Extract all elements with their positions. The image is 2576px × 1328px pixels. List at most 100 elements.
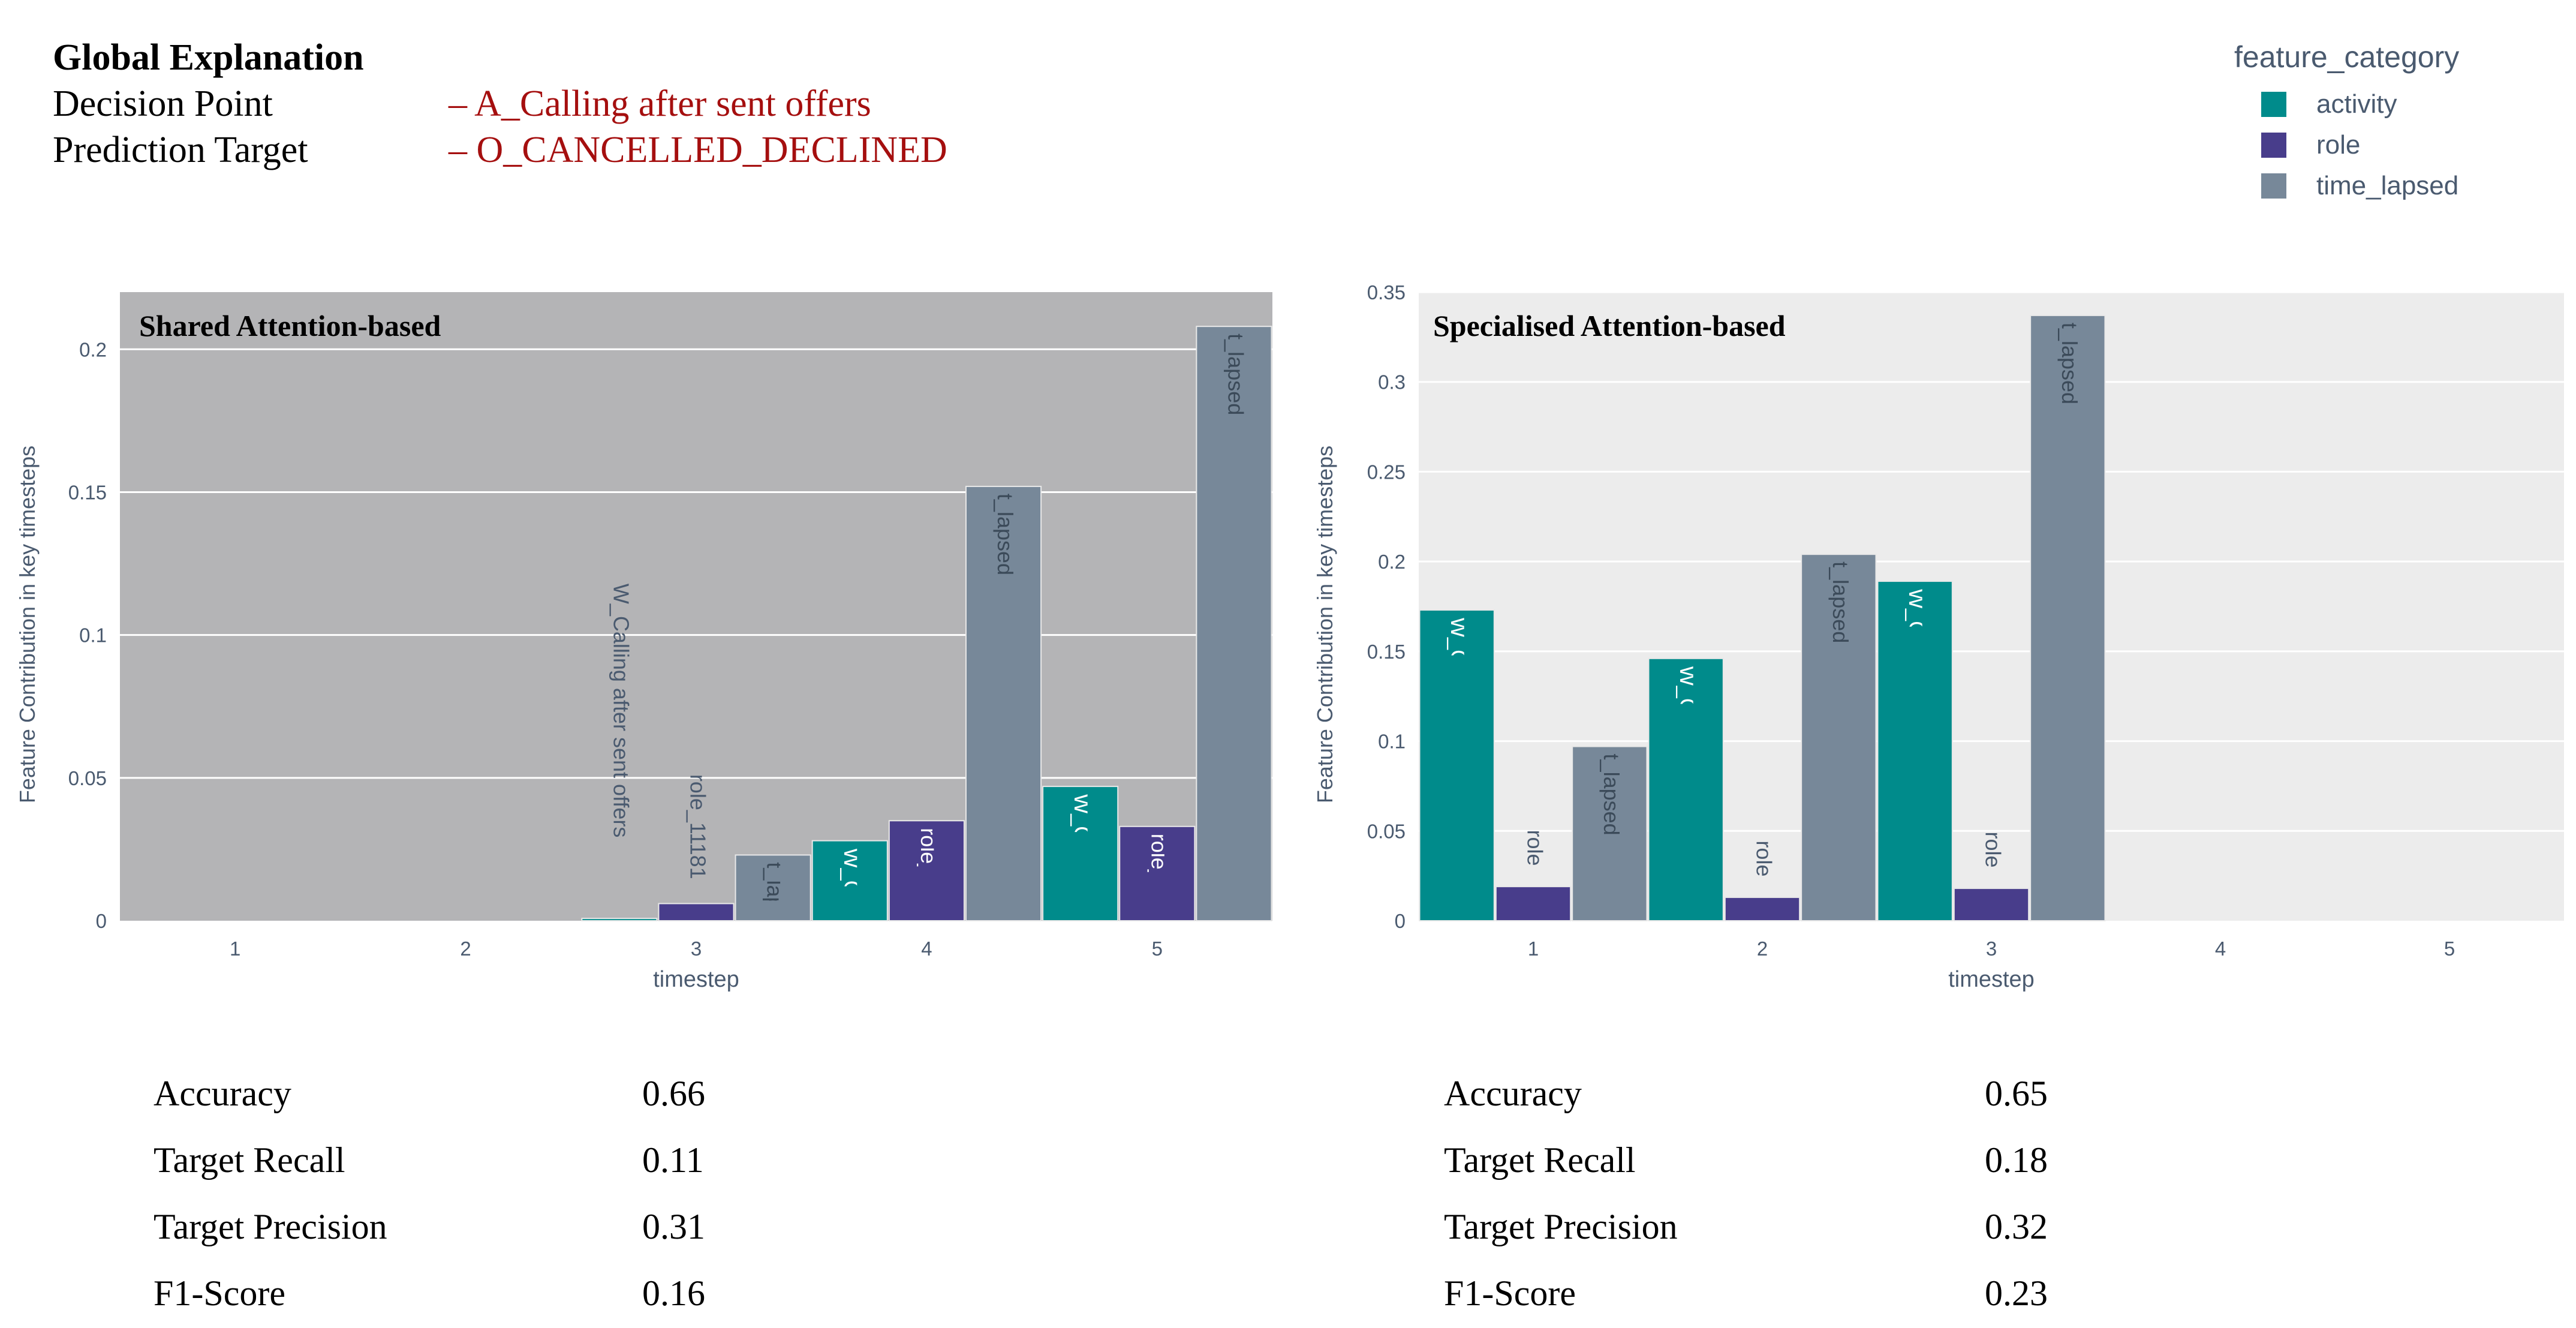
specialised-bar-role [1724, 897, 1801, 922]
legend-swatch-time-lapsed [2261, 173, 2286, 199]
metric-value: 0.16 [642, 1273, 705, 1313]
metric-label: Target Precision [1444, 1207, 1678, 1246]
decision-point-row: Decision Point – A_Calling after sent off… [53, 81, 947, 127]
shared-chart-title: Shared Attention-based [139, 309, 441, 342]
specialised-ytick-label: 0.2 [1378, 551, 1406, 573]
specialised-bar-label-activity: W_Calling after sent offers [1904, 588, 1929, 843]
shared-xtick-label: 1 [230, 938, 240, 960]
legend-item-activity[interactable]: activity [2261, 84, 2459, 125]
metric-value: 0.66 [642, 1074, 705, 1113]
legend-label-activity: activity [2316, 89, 2397, 119]
specialised-yaxis-title: Feature Contribution in key timesteps [1313, 446, 1337, 803]
metric-value: 0.65 [1985, 1074, 2048, 1113]
shared-bar-label-role: role_11181 [916, 828, 941, 933]
legend-swatch-role [2261, 133, 2286, 158]
shared-bar-activity [1042, 786, 1119, 922]
shared-yaxis-title: Feature Contribution in key timesteps [15, 446, 40, 803]
explanation-header: Global Explanation Decision Point – A_Cal… [53, 35, 947, 173]
metrics-specialised: Accuracy 0.65 Target Recall 0.18 Target Pr… [1444, 1060, 2048, 1327]
shared-bar-label-role: role_00000 [1146, 834, 1171, 942]
specialised-bar-label-time-lapsed: t_lapsed [1828, 561, 1853, 643]
shared-xaxis-title: timestep [653, 967, 739, 992]
specialised-bar-label-activity: W_Calling after sent offers [1675, 666, 1700, 920]
legend-item-role[interactable]: role [2261, 125, 2459, 166]
metric-value: 0.18 [1985, 1140, 2048, 1180]
shared-ytick-label: 0 [96, 910, 107, 932]
specialised-bar-label-activity: W_Calling after sent offers [1446, 617, 1471, 872]
legend-label-role: role [2316, 130, 2361, 160]
shared-ytick-label: 0.05 [68, 767, 107, 789]
specialised-bar-label-role: role [1522, 830, 1547, 866]
legend-label-time-lapsed: time_lapsed [2316, 171, 2459, 200]
metric-label: Accuracy [1444, 1074, 1582, 1113]
legend-swatch-activity [2261, 92, 2286, 117]
specialised-ytick-label: 0.15 [1367, 641, 1406, 663]
specialised-xtick-label: 4 [2215, 938, 2226, 960]
decision-point-value: – A_Calling after sent offers [449, 83, 871, 124]
metric-value: 0.31 [642, 1207, 705, 1246]
metric-row-accuracy: Accuracy 0.66 [154, 1060, 705, 1127]
specialised-bar-label-role: role [1981, 831, 2005, 867]
specialised-xtick-label: 2 [1757, 938, 1768, 960]
shared-bar-role [1119, 825, 1196, 922]
metric-label: F1-Score [1444, 1273, 1576, 1313]
metric-row-f1: F1-Score 0.16 [154, 1260, 705, 1327]
shared-xtick-label: 4 [921, 938, 932, 960]
shared-xtick-label: 5 [1152, 938, 1163, 960]
specialised-bar-time-lapsed [2030, 314, 2106, 921]
shared-bar-label-activity: W_Calling after sent offers [839, 848, 864, 1020]
prediction-target-value: – O_CANCELLED_DECLINED [449, 130, 947, 170]
specialised-bar-time-lapsed [1801, 554, 1877, 921]
shared-bar-label-role: role_11181 [685, 774, 710, 879]
specialised-bar-activity [1648, 657, 1724, 921]
shared-bar-label-time-lapsed: t_lapsed [1223, 333, 1248, 415]
specialised-bar-activity [1419, 609, 1495, 921]
specialised-xtick-label: 3 [1986, 938, 1997, 960]
legend-title: feature_category [2234, 40, 2460, 74]
legend-item-time-lapsed[interactable]: time_lapsed [2261, 166, 2459, 206]
shared-ytick-label: 0.1 [79, 624, 107, 647]
specialised-bar-activity [1877, 581, 1953, 921]
specialised-xtick-label: 5 [2444, 938, 2455, 960]
metric-row-precision: Target Precision 0.32 [1444, 1194, 2048, 1260]
shared-bar-time-lapsed [1196, 326, 1272, 921]
metrics-shared: Accuracy 0.66 Target Recall 0.11 Target Pr… [154, 1060, 705, 1327]
specialised-bar-label-role: role [1752, 840, 1776, 876]
shared-ytick-label: 0.15 [68, 481, 107, 503]
metric-value: 0.11 [642, 1140, 704, 1180]
decision-point-label: Decision Point [53, 83, 273, 124]
shared-bar-label-activity: W_Calling after sent offers [609, 584, 633, 838]
shared-bar-time-lapsed [965, 485, 1042, 921]
specialised-ytick-label: 0.3 [1378, 371, 1406, 393]
metric-label: Target Precision [154, 1207, 387, 1246]
shared-bar-label-time-lapsed: t_lapsed [763, 862, 787, 944]
specialised-xaxis-title: timestep [1948, 967, 2035, 992]
shared-bar-label-time-lapsed: t_lapsed [993, 494, 1018, 575]
shared-bar-label-activity: W_Calling after sent offers [1070, 794, 1094, 1020]
metric-label: F1-Score [154, 1273, 285, 1313]
metric-label: Target Recall [154, 1140, 345, 1180]
specialised-ytick-label: 0.1 [1378, 731, 1406, 753]
shared-bar-activity [811, 840, 888, 921]
specialised-chart-title: Specialised Attention-based [1433, 309, 1786, 342]
specialised-bar-label-time-lapsed: t_lapsed [2057, 323, 2082, 404]
metric-row-f1: F1-Score 0.23 [1444, 1260, 2048, 1327]
metric-row-precision: Target Precision 0.31 [154, 1194, 705, 1260]
prediction-target-row: Prediction Target – O_CANCELLED_DECLINED [53, 127, 947, 173]
shared-xtick-label: 2 [460, 938, 471, 960]
header-title: Global Explanation [53, 37, 364, 78]
shared-ytick-label: 0.2 [79, 338, 107, 360]
metric-value: 0.32 [1985, 1207, 2048, 1246]
specialised-ytick-label: 0.35 [1367, 281, 1406, 304]
shared-bar-role [658, 903, 735, 922]
legend: feature_category activity role time_laps… [2234, 40, 2459, 206]
metric-row-accuracy: Accuracy 0.65 [1444, 1060, 2048, 1127]
shared-bar-activity [581, 918, 658, 921]
metric-label: Target Recall [1444, 1140, 1636, 1180]
metric-row-recall: Target Recall 0.18 [1444, 1127, 2048, 1194]
specialised-xtick-label: 1 [1528, 938, 1539, 960]
metric-value: 0.23 [1985, 1273, 2048, 1313]
specialised-bar-role [1953, 888, 2030, 922]
shared-bar-role [888, 820, 965, 921]
